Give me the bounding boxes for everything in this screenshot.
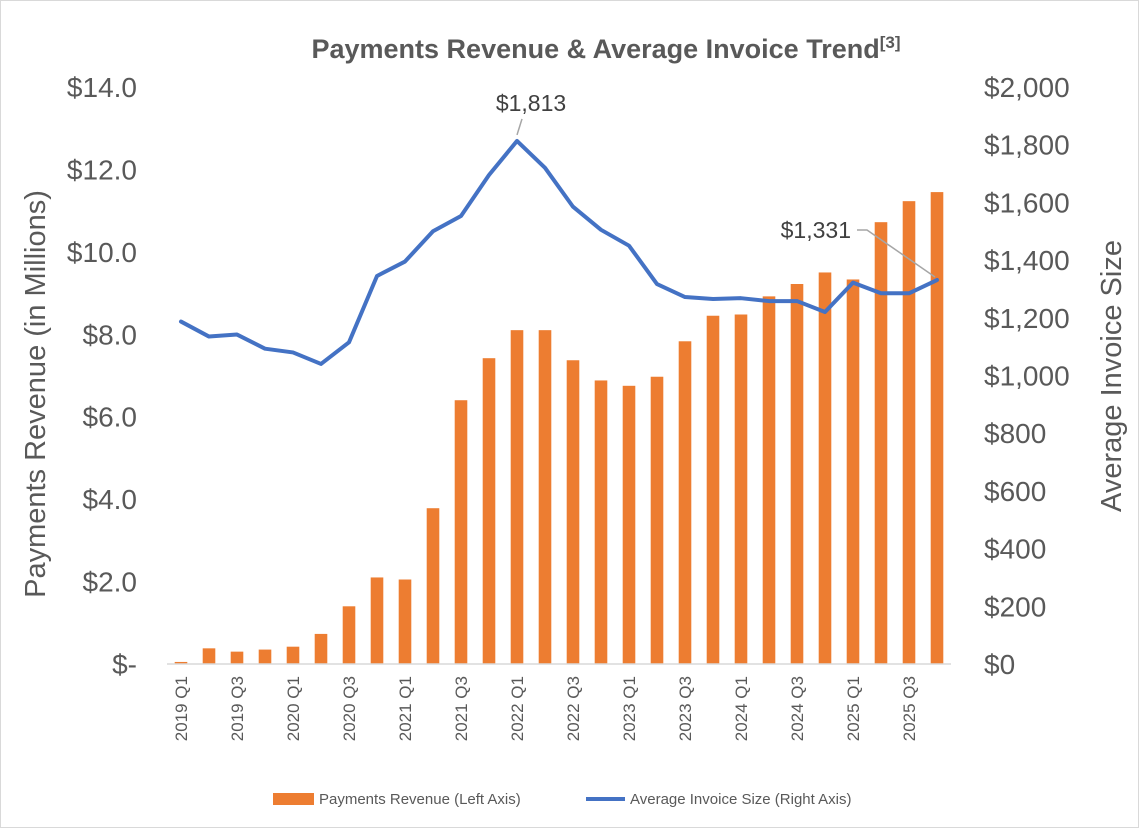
right-tick-label: $2,000 — [984, 72, 1070, 103]
chart-title: Payments Revenue & Average Invoice Trend… — [311, 33, 900, 64]
legend: Payments Revenue (Left Axis) Average Inv… — [273, 791, 852, 808]
right-tick-label: $1,000 — [984, 361, 1070, 392]
right-tick-label: $1,400 — [984, 245, 1070, 276]
revenue-bar — [650, 376, 664, 664]
left-tick-label: $4.0 — [83, 484, 138, 515]
revenue-bar — [818, 272, 832, 664]
avg-invoice-line — [179, 138, 939, 366]
x-tick-label: 2024 Q1 — [732, 676, 751, 741]
revenue-bar — [930, 192, 944, 664]
revenue-bar — [538, 330, 552, 664]
legend-line-label: Average Invoice Size (Right Axis) — [630, 791, 852, 808]
left-tick-label: $8.0 — [83, 319, 138, 350]
x-tick-label: 2019 Q3 — [228, 676, 247, 741]
left-tick-label: $6.0 — [83, 402, 138, 433]
x-tick-label: 2025 Q3 — [900, 676, 919, 741]
right-tick-label: $400 — [984, 534, 1046, 565]
revenue-bar — [230, 651, 244, 664]
revenue-bar — [510, 330, 524, 664]
left-axis-title: Payments Revenue (in Millions) — [20, 190, 52, 598]
x-tick-label: 2021 Q3 — [452, 676, 471, 741]
x-tick-label: 2023 Q1 — [620, 676, 639, 741]
revenue-bar — [706, 315, 720, 664]
annotation-last-label: $1,331 — [781, 217, 851, 243]
line-layer — [179, 138, 939, 366]
right-tick-label: $1,200 — [984, 303, 1070, 334]
revenue-bar — [566, 360, 580, 664]
revenue-bar — [314, 633, 328, 664]
left-tick-label: $- — [112, 649, 137, 680]
revenue-bar — [258, 649, 272, 664]
revenue-bar — [734, 314, 748, 664]
x-tick-label: 2025 Q1 — [844, 676, 863, 741]
x-tick-label: 2020 Q3 — [340, 676, 359, 741]
legend-bar-swatch — [273, 793, 314, 805]
left-axis-ticks: $- $2.0 $4.0 $6.0 $8.0 $10.0 $12.0 $14.0 — [67, 72, 137, 680]
revenue-bar — [174, 661, 188, 664]
legend-bar-label: Payments Revenue (Left Axis) — [319, 791, 521, 808]
revenue-bar — [286, 646, 300, 664]
x-tick-label: 2022 Q1 — [508, 676, 527, 741]
revenue-bar — [874, 222, 888, 664]
left-tick-label: $10.0 — [67, 237, 137, 268]
revenue-bar — [370, 577, 384, 664]
right-tick-label: $1,600 — [984, 187, 1070, 218]
revenue-bar — [762, 296, 776, 664]
x-tick-label: 2021 Q1 — [396, 676, 415, 741]
left-tick-label: $14.0 — [67, 72, 137, 103]
revenue-bar — [790, 284, 804, 664]
annotation-leader-line — [516, 118, 523, 136]
revenue-bar — [594, 380, 608, 664]
revenue-bar — [342, 606, 356, 664]
revenue-bar — [622, 385, 636, 664]
right-tick-label: $600 — [984, 476, 1046, 507]
annotation-peak-label: $1,813 — [496, 90, 566, 116]
x-axis-ticks: 2019 Q1 2019 Q3 2020 Q1 2020 Q3 2021 Q1 2021 … — [172, 676, 919, 741]
revenue-bar — [482, 358, 496, 664]
right-tick-label: $0 — [984, 649, 1015, 680]
right-tick-label: $200 — [984, 591, 1046, 622]
right-axis-title: Average Invoice Size — [1096, 240, 1128, 512]
right-axis-ticks: $0 $200 $400 $600 $800 $1,000 $1,200 $1,400 $1,6… — [984, 72, 1070, 680]
revenue-bar — [454, 400, 468, 664]
revenue-bar — [902, 201, 916, 664]
revenue-bar — [846, 279, 860, 664]
x-tick-label: 2022 Q3 — [564, 676, 583, 741]
revenue-bar — [398, 579, 412, 664]
right-tick-label: $800 — [984, 418, 1046, 449]
left-tick-label: $12.0 — [67, 154, 137, 185]
left-tick-label: $2.0 — [83, 567, 138, 598]
revenue-bar — [678, 341, 692, 664]
annotation-leader-line — [857, 229, 936, 278]
chart-title-superscript: [3] — [880, 33, 901, 52]
annotation-layer: $1,813 $1,331 — [496, 90, 936, 278]
revenue-bar — [202, 648, 216, 664]
chart-title-main: Payments Revenue & Average Invoice Trend — [311, 34, 879, 64]
x-tick-label: 2023 Q3 — [676, 676, 695, 741]
bars-layer — [174, 192, 944, 664]
revenue-bar — [426, 508, 440, 664]
x-tick-label: 2024 Q3 — [788, 676, 807, 741]
x-tick-label: 2019 Q1 — [172, 676, 191, 741]
right-tick-label: $1,800 — [984, 130, 1070, 161]
x-tick-label: 2020 Q1 — [284, 676, 303, 741]
